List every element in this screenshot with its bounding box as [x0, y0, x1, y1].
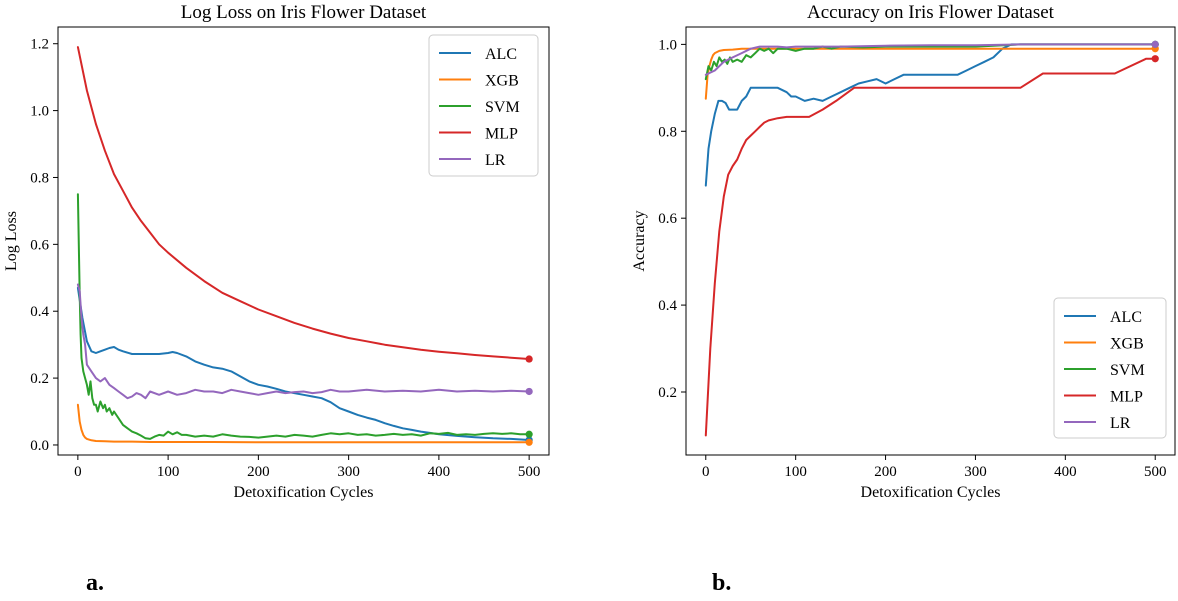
panel-label-a: a. — [86, 570, 104, 596]
chart-2: 0 100 200 300 400 500 0.2 0.4 0.6 0.8 1.0 Accuracy … — [631, 2, 1176, 501]
x-tick-label: 300 — [337, 464, 360, 480]
x-tick-label: 400 — [428, 464, 451, 480]
legend-label-xgb: XGB — [1110, 336, 1144, 353]
y-tick-label: 0.2 — [30, 371, 49, 387]
series-group — [704, 43, 1157, 437]
y-tick-label: 1.2 — [30, 37, 49, 53]
y-tick-label: 0.8 — [658, 124, 677, 140]
legend-label-lr: LR — [485, 152, 506, 169]
x-tick-label: 400 — [1054, 464, 1077, 480]
series-line-alc — [704, 43, 1157, 187]
legend: ALC XGB SVM MLP LR — [428, 34, 539, 177]
series-line-xgb — [76, 403, 531, 444]
series-line-mlp — [76, 46, 531, 360]
x-tick-label: 100 — [784, 464, 807, 480]
y-axis-label: Log Loss — [3, 211, 20, 271]
y-axis-label: Accuracy — [631, 210, 648, 271]
legend: ALC XGB SVM MLP LR — [1053, 297, 1167, 439]
series-line-xgb — [704, 47, 1157, 100]
series-end-marker-mlp — [1151, 55, 1159, 63]
legend-label-svm: SVM — [1110, 362, 1145, 379]
x-tick-label: 100 — [157, 464, 180, 480]
x-tick-label: 200 — [247, 464, 270, 480]
series-line-lr — [76, 283, 531, 400]
series-line-mlp — [704, 57, 1157, 437]
chart-title: Accuracy on Iris Flower Dataset — [807, 2, 1055, 23]
legend-label-mlp: MLP — [485, 126, 518, 143]
series-line-alc — [76, 286, 531, 441]
series-end-marker-xgb — [525, 438, 533, 446]
y-tick-label: 0.0 — [30, 438, 49, 454]
series-group — [76, 46, 531, 444]
series-end-marker-lr — [525, 387, 533, 396]
legend-label-svm: SVM — [485, 99, 520, 116]
legend-label-xgb: XGB — [485, 73, 519, 90]
x-axis-label: Detoxification Cycles — [234, 484, 374, 501]
y-tick-label: 0.6 — [30, 237, 49, 253]
y-tick-label: 0.4 — [30, 304, 49, 320]
legend-label-alc: ALC — [1110, 309, 1142, 326]
y-tick-label: 0.8 — [30, 170, 49, 186]
y-tick-label: 0.2 — [658, 385, 677, 401]
x-tick-label: 500 — [1144, 464, 1167, 480]
x-tick-label: 0 — [74, 464, 82, 480]
x-axis-label: Detoxification Cycles — [861, 484, 1001, 501]
plot-frame — [57, 26, 550, 456]
plot-frame — [685, 26, 1176, 456]
y-tick-label: 0.4 — [658, 298, 677, 314]
legend-label-mlp: MLP — [1110, 389, 1143, 406]
series-end-marker-mlp — [525, 355, 533, 363]
legend-box — [428, 34, 539, 177]
chart-title: Log Loss on Iris Flower Dataset — [181, 2, 427, 23]
x-tick-label: 500 — [518, 464, 541, 480]
legend-box — [1053, 297, 1167, 439]
series-end-marker-lr — [1151, 40, 1159, 48]
y-tick-label: 1.0 — [30, 104, 49, 120]
series-line-svm — [76, 193, 531, 440]
x-tick-label: 0 — [702, 464, 710, 480]
y-tick-label: 0.6 — [658, 211, 677, 227]
x-tick-label: 300 — [964, 464, 987, 480]
x-tick-label: 200 — [874, 464, 897, 480]
series-end-marker-svm — [525, 430, 533, 438]
series-line-lr — [704, 43, 1157, 76]
chart-1: 0 100 200 300 400 500 0.0 0.2 0.4 0.6 0.8 1.0 1.2 Log… — [3, 2, 550, 501]
legend-label-lr: LR — [1110, 415, 1131, 432]
panel-label-b: b. — [712, 570, 732, 596]
y-tick-label: 1.0 — [658, 37, 677, 53]
legend-label-alc: ALC — [485, 46, 517, 63]
